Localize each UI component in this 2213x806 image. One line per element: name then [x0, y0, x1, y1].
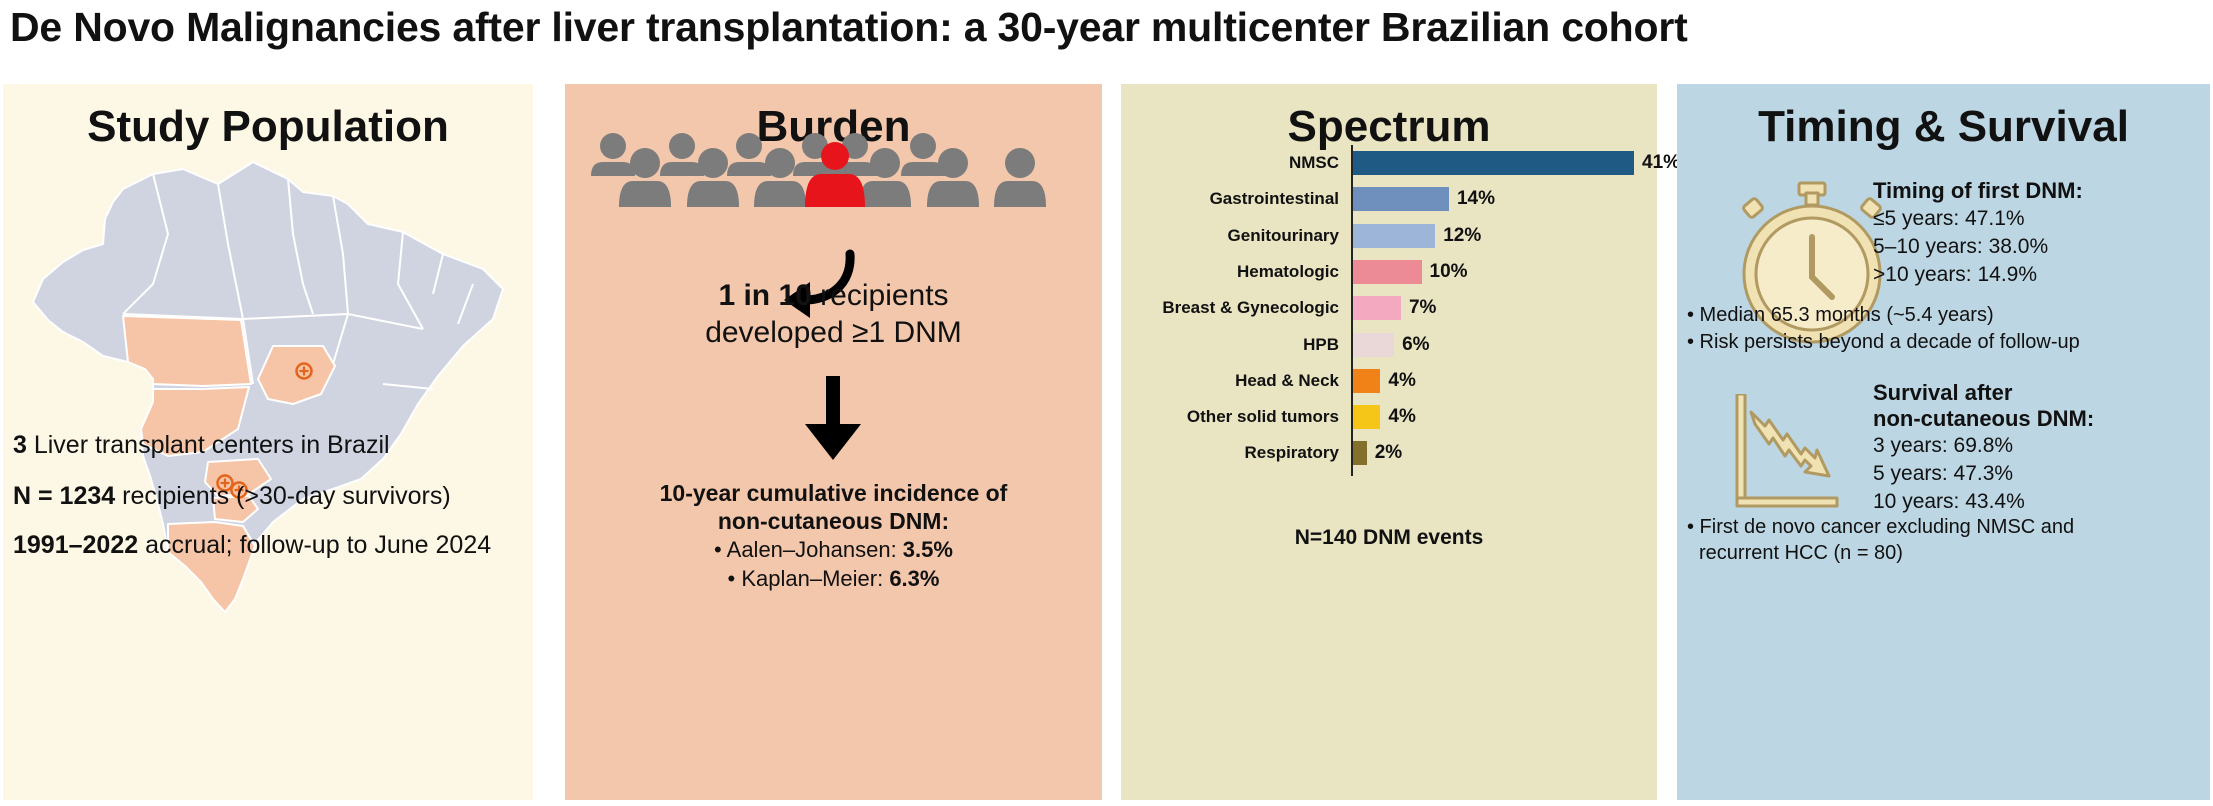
bar [1353, 223, 1436, 248]
median-bullet: • Median 65.3 months (~5.4 years) [1687, 304, 1994, 326]
timing-first-list: ≤5 years: 47.1% 5–10 years: 38.0% >10 year… [1873, 205, 2048, 289]
bar-value-label: 4% [1388, 369, 1416, 391]
timing-survival-panel: Timing & Survival Timing of first DNM: ≤… [1677, 84, 2210, 800]
incidence-title-line2: non-cutaneous DNM: [717, 508, 950, 534]
survival-footnote: • First de novo cancer excluding NMSC an… [1687, 516, 2075, 538]
spectrum-panel: Spectrum NMSC 41% Gastrointestinal 14% Genit… [1121, 84, 1680, 800]
declining-chart-icon [1735, 394, 1839, 508]
bar-value-label: 7% [1408, 297, 1437, 319]
recipients-text: N = 1234 recipients (>30-day survivors) [13, 482, 451, 510]
study-population-panel: Study Population [3, 84, 533, 800]
bar-label: Genitourinary [1227, 225, 1339, 245]
survival-item: 10 years: 43.4% [1873, 490, 2025, 513]
highlighted-person-icon [805, 142, 865, 207]
risk-bullet: • Risk persists beyond a decade of follo… [1687, 331, 2080, 353]
transplant-center-marker-icon [216, 362, 313, 499]
timing-first-item: ≤5 years: 47.1% [1873, 207, 2025, 230]
bar [1353, 441, 1367, 466]
bar-label: Head & Neck [1235, 370, 1339, 390]
bar [1353, 259, 1422, 284]
burden-headline-line2: developed ≥1 DNM [705, 316, 962, 349]
centers-text: 3 Liver transplant centers in Brazil [13, 431, 390, 459]
bar-value-label: 14% [1456, 188, 1495, 210]
timing-survival-heading: Timing & Survival [1758, 102, 2129, 151]
bar-label: Gastrointestinal [1209, 189, 1339, 209]
accrual-text: 1991–2022 accrual; follow-up to June 202… [13, 531, 492, 559]
bar-value-label: 4% [1388, 406, 1416, 428]
timing-first-item: 5–10 years: 38.0% [1873, 235, 2049, 258]
bar [1353, 296, 1401, 321]
bar [1353, 187, 1449, 212]
survival-title: Survival after [1873, 380, 2013, 405]
bar-label: NMSC [1288, 153, 1339, 172]
bar-label: Other solid tumors [1186, 407, 1339, 427]
bar-label: Breast & Gynecologic [1162, 298, 1339, 318]
bar [1353, 405, 1381, 430]
bar-value-label: 41% [1642, 152, 1681, 173]
stopwatch-icon [1742, 181, 1882, 344]
spectrum-heading: Spectrum [1287, 102, 1491, 151]
brazil-map-icon [32, 161, 504, 613]
bar-label: HPB [1303, 334, 1339, 354]
bar-value-label: 2% [1374, 442, 1403, 464]
survival-list: 3 years: 69.8% 5 years: 47.3% 10 years: 43… [1873, 432, 2025, 516]
burden-panel: Burden 1 in 10 recipients developed ≥1 D… [565, 84, 1102, 800]
aalen-johansen-value: • Aalen–Johansen: 3.5% [714, 537, 953, 562]
kaplan-meier-value: • Kaplan–Meier: 6.3% [727, 566, 940, 591]
bar [1353, 151, 1634, 175]
survival-item: 5 years: 47.3% [1873, 462, 2014, 485]
down-arrow-icon [805, 376, 861, 460]
people-group-icon [591, 133, 1046, 207]
curved-arrow-icon [784, 249, 855, 318]
bar-label: Respiratory [1244, 443, 1339, 463]
bar-value-label: 10% [1429, 260, 1468, 282]
survival-footnote-line2: recurrent HCC (n = 80) [1699, 542, 1903, 564]
page-title: De Novo Malignancies after liver transpl… [10, 4, 1688, 50]
bar [1353, 332, 1395, 357]
chart-axis-line [1351, 145, 1353, 476]
timing-first-title: Timing of first DNM: [1873, 178, 2083, 203]
bar [1353, 368, 1381, 393]
spectrum-bar-chart: NMSC 41% Gastrointestinal 14% Genitourinary 1… [1121, 84, 1680, 800]
bar-value-label: 6% [1402, 333, 1430, 355]
incidence-title: 10-year cumulative incidence of [659, 480, 1008, 506]
timing-first-item: >10 years: 14.9% [1873, 263, 2038, 286]
survival-title-line2: non-cutaneous DNM: [1873, 406, 2095, 431]
bar-value-label: 12% [1443, 224, 1482, 246]
burden-headline: 1 in 10 recipients [718, 279, 949, 312]
bar-label: Hematologic [1236, 261, 1339, 281]
study-population-heading: Study Population [87, 102, 449, 151]
survival-item: 3 years: 69.8% [1873, 434, 2014, 457]
spectrum-footer: N=140 DNM events [1294, 526, 1484, 549]
